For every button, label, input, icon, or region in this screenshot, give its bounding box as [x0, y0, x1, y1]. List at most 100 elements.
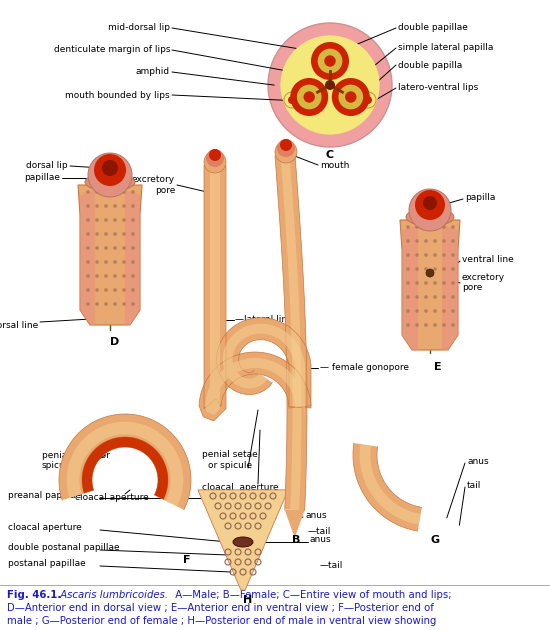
- Polygon shape: [67, 421, 183, 507]
- Circle shape: [87, 289, 89, 291]
- Polygon shape: [205, 165, 305, 415]
- Circle shape: [416, 226, 418, 228]
- Circle shape: [275, 141, 297, 163]
- Circle shape: [87, 233, 89, 235]
- Circle shape: [114, 191, 116, 193]
- Circle shape: [297, 84, 322, 110]
- Text: penial setae
or spicule: penial setae or spicule: [202, 450, 258, 470]
- Text: A: A: [214, 375, 222, 385]
- Circle shape: [114, 275, 116, 277]
- Circle shape: [114, 219, 116, 221]
- Text: G: G: [431, 535, 439, 545]
- Circle shape: [288, 96, 296, 104]
- Text: anus: anus: [310, 536, 332, 544]
- Circle shape: [290, 78, 328, 116]
- Circle shape: [132, 261, 134, 263]
- Ellipse shape: [233, 537, 253, 547]
- Circle shape: [123, 233, 125, 235]
- Circle shape: [87, 303, 89, 305]
- Circle shape: [443, 282, 445, 284]
- Circle shape: [96, 303, 98, 305]
- Circle shape: [452, 268, 454, 270]
- Circle shape: [268, 23, 392, 147]
- Circle shape: [364, 96, 372, 104]
- Text: penial setae or: penial setae or: [42, 450, 110, 459]
- Circle shape: [407, 254, 409, 256]
- Circle shape: [87, 205, 89, 207]
- Circle shape: [452, 282, 454, 284]
- Circle shape: [409, 189, 451, 231]
- Circle shape: [123, 303, 125, 305]
- Circle shape: [277, 139, 295, 157]
- Text: excretory: excretory: [462, 273, 505, 282]
- Circle shape: [452, 296, 454, 298]
- Text: postanal papillae: postanal papillae: [8, 559, 86, 568]
- Circle shape: [407, 310, 409, 312]
- Circle shape: [407, 296, 409, 298]
- Circle shape: [105, 275, 107, 277]
- Text: mouth: mouth: [320, 161, 349, 169]
- Circle shape: [123, 219, 125, 221]
- Circle shape: [434, 282, 436, 284]
- Polygon shape: [353, 443, 422, 531]
- Circle shape: [434, 240, 436, 242]
- Text: — female gonopore: — female gonopore: [320, 364, 409, 372]
- Circle shape: [280, 35, 380, 135]
- Circle shape: [407, 324, 409, 326]
- Text: spicule: spicule: [42, 462, 74, 471]
- Text: double papilla: double papilla: [398, 60, 462, 69]
- Polygon shape: [59, 414, 191, 510]
- Polygon shape: [400, 220, 460, 350]
- Circle shape: [280, 139, 292, 151]
- Circle shape: [416, 324, 418, 326]
- Text: dorsal line: dorsal line: [0, 321, 38, 329]
- Circle shape: [425, 268, 427, 270]
- Circle shape: [443, 240, 445, 242]
- Circle shape: [105, 303, 107, 305]
- Text: anus: anus: [467, 457, 488, 466]
- Circle shape: [443, 254, 445, 256]
- Text: papilla: papilla: [465, 193, 496, 202]
- Polygon shape: [280, 155, 301, 510]
- Circle shape: [434, 324, 436, 326]
- Text: preanal papillae: preanal papillae: [8, 491, 81, 500]
- Ellipse shape: [406, 208, 454, 226]
- Circle shape: [318, 49, 342, 73]
- Circle shape: [324, 55, 336, 67]
- Text: latero-ventral lips: latero-ventral lips: [398, 84, 478, 93]
- Polygon shape: [82, 437, 168, 500]
- Circle shape: [425, 282, 427, 284]
- Text: ventral line: ventral line: [462, 256, 514, 265]
- Circle shape: [87, 219, 89, 221]
- Text: mouth bounded by lips: mouth bounded by lips: [65, 91, 170, 100]
- Text: A—Male; B—Female; C—Entire view of mouth and lips;: A—Male; B—Female; C—Entire view of mouth…: [172, 590, 452, 600]
- Circle shape: [434, 254, 436, 256]
- Circle shape: [452, 324, 454, 326]
- Circle shape: [325, 80, 335, 90]
- Circle shape: [284, 92, 300, 108]
- Circle shape: [415, 190, 445, 220]
- Text: C: C: [326, 150, 334, 160]
- Polygon shape: [198, 490, 288, 590]
- Circle shape: [443, 296, 445, 298]
- Text: —tail: —tail: [308, 527, 331, 537]
- Circle shape: [132, 233, 134, 235]
- Circle shape: [206, 149, 224, 167]
- Circle shape: [416, 240, 418, 242]
- Polygon shape: [275, 154, 307, 510]
- Circle shape: [114, 247, 116, 249]
- Circle shape: [426, 269, 434, 277]
- Circle shape: [407, 282, 409, 284]
- Text: F: F: [183, 555, 191, 565]
- Circle shape: [443, 324, 445, 326]
- Text: cloacal aperture: cloacal aperture: [8, 524, 82, 532]
- Circle shape: [123, 247, 125, 249]
- Circle shape: [332, 78, 370, 116]
- Circle shape: [132, 303, 134, 305]
- Circle shape: [105, 205, 107, 207]
- Circle shape: [123, 275, 125, 277]
- Circle shape: [123, 191, 125, 193]
- Circle shape: [434, 310, 436, 312]
- Circle shape: [452, 240, 454, 242]
- Text: tail: tail: [467, 481, 481, 490]
